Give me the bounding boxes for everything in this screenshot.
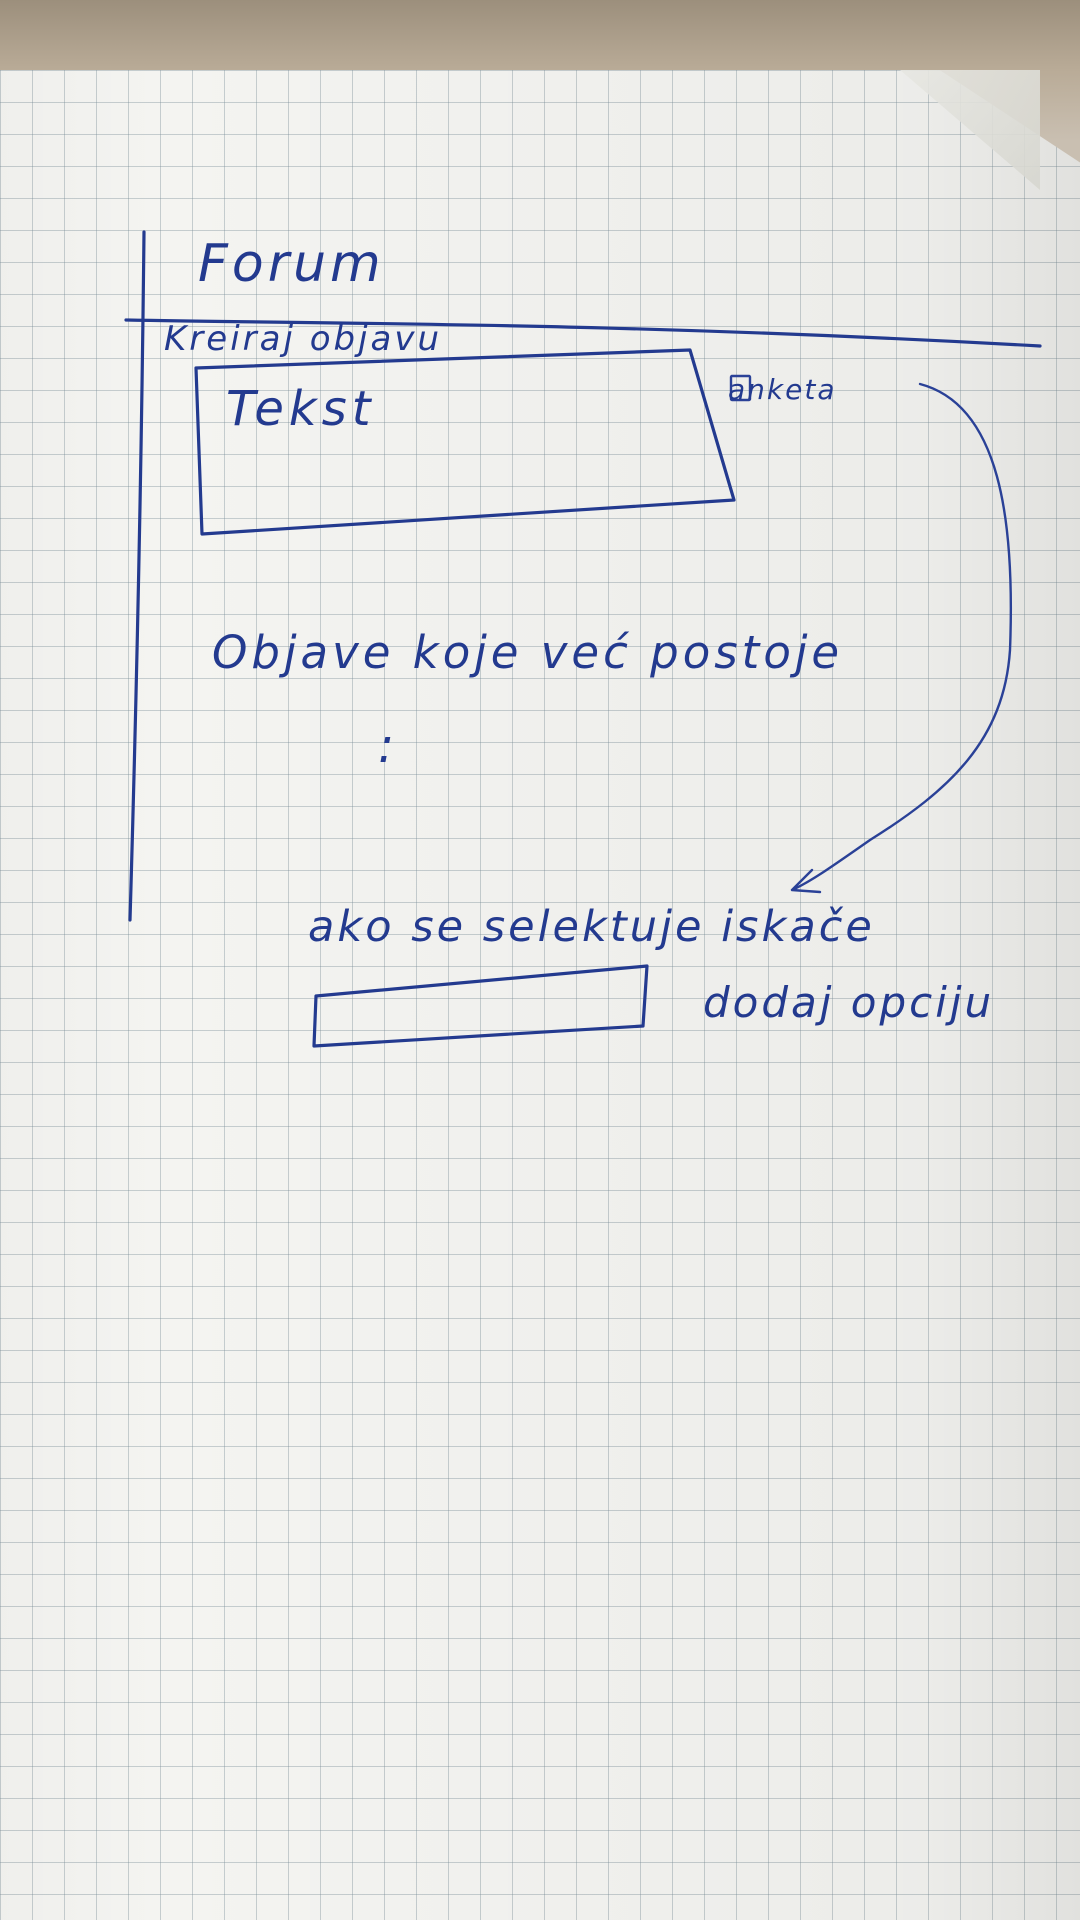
text-box-placeholder: Tekst (226, 381, 376, 437)
existing-posts-label: Objave koje već postoje (212, 626, 844, 679)
left-border-line (128, 230, 146, 922)
title-divider-line (124, 318, 1042, 348)
select-note: ako se selektuje iskače (308, 902, 875, 952)
add-option-note: dodaj opciju (703, 978, 995, 1027)
page-title: Forum (198, 234, 385, 294)
poll-arrow (790, 382, 1013, 894)
text-box-outline (194, 348, 736, 536)
poll-checkbox-outline (729, 374, 752, 402)
grid-paper (0, 70, 1080, 1920)
create-post-label: Kreiraj objavu (164, 319, 443, 359)
ellipsis-mark: : (378, 718, 396, 774)
poll-checkbox-label: anketa (728, 373, 837, 406)
option-input-outline (312, 964, 649, 1048)
